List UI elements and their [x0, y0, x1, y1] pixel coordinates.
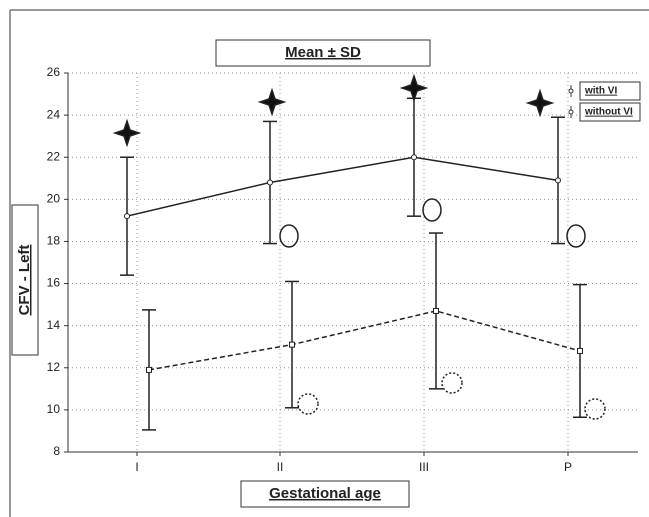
legend-label: without VI: [584, 107, 633, 118]
x-tick-label: III: [419, 460, 429, 474]
point: [146, 366, 152, 373]
y-label-box: [11, 204, 39, 356]
y-tick-label: 14: [47, 318, 61, 332]
y-tick-label: 16: [47, 276, 61, 290]
ellipse: [279, 224, 299, 248]
y-tick-label: 18: [47, 234, 61, 248]
title-box: [215, 39, 431, 67]
y-axis-label: CFV - Left: [16, 245, 33, 316]
point: [433, 307, 439, 314]
legend-icon: [568, 88, 574, 94]
point: [267, 179, 273, 186]
point: [577, 347, 583, 354]
y-tick-label: 20: [47, 192, 61, 206]
series-line: [148, 310, 581, 371]
y-tick-label: 12: [47, 360, 61, 374]
star: [257, 87, 287, 117]
y-tick-label: 26: [47, 65, 61, 79]
legend-label: with VI: [584, 86, 617, 97]
x-axis-label: Gestational age: [269, 485, 381, 502]
star: [399, 73, 429, 103]
y-tick-label: 22: [47, 149, 61, 163]
star: [112, 118, 142, 148]
dotted-circle: [584, 398, 606, 420]
legend-box: [579, 81, 641, 101]
x-tick-label: II: [277, 460, 284, 474]
chart-title: Mean ± SD: [285, 44, 361, 61]
dotted-circle: [297, 393, 319, 415]
ellipse: [566, 224, 586, 248]
x-tick-label: P: [564, 460, 572, 474]
x-label-box: [240, 480, 410, 508]
point: [289, 341, 295, 348]
legend-box: [579, 102, 641, 122]
legend-icon: [568, 109, 574, 115]
series-line: [126, 156, 559, 217]
dotted-circle: [441, 372, 463, 394]
point: [124, 213, 130, 220]
x-tick-label: I: [135, 460, 138, 474]
y-tick-label: 24: [47, 107, 61, 121]
star: [525, 88, 555, 118]
y-tick-label: 10: [47, 402, 61, 416]
point: [555, 177, 561, 184]
ellipse: [422, 198, 442, 222]
point: [411, 154, 417, 161]
y-tick-label: 8: [53, 444, 60, 458]
